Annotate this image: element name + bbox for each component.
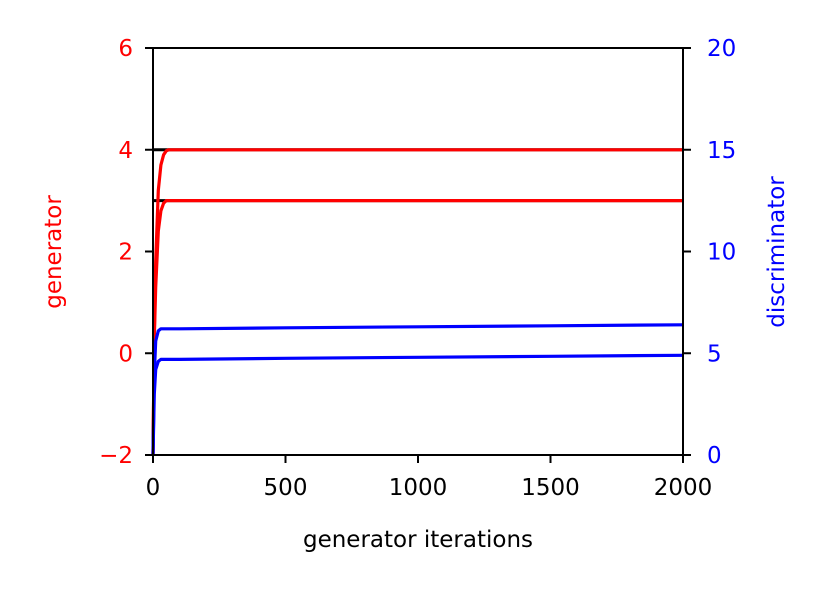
left-y-tick-label: 0: [118, 341, 133, 367]
reference-lines: [153, 148, 683, 203]
plot-frame: [152, 47, 684, 456]
x-tick-label: 1000: [389, 475, 448, 501]
series-lines: [151, 148, 684, 456]
left-y-tick-label: 6: [118, 36, 133, 62]
x-axis-title: generator iterations: [303, 527, 533, 553]
right-y-tick-label: 0: [707, 443, 722, 469]
x-tick-label: 0: [146, 475, 161, 501]
x-axis-ticks: 0 500 1000 1500 2000: [146, 455, 713, 501]
left-y-axis-ticks: −2 0 2 4 6: [99, 36, 153, 469]
left-y-tick-label: 2: [118, 240, 133, 266]
right-y-tick-label: 20: [707, 36, 736, 62]
left-y-axis-title: generator: [41, 195, 67, 309]
right-y-axis-title: discriminator: [764, 176, 790, 328]
right-y-tick-label: 10: [707, 240, 736, 266]
right-y-tick-label: 5: [707, 341, 722, 367]
right-y-axis-ticks: 0 5 10 15 20: [683, 36, 736, 469]
series-line-0: [151, 148, 683, 456]
series-line-2: [151, 323, 684, 456]
x-tick-label: 500: [264, 475, 308, 501]
right-y-tick-label: 15: [707, 138, 736, 164]
x-tick-label: 1500: [521, 475, 580, 501]
series-line-3: [151, 353, 684, 456]
left-y-tick-label: 4: [118, 138, 133, 164]
series-line-1: [151, 199, 683, 456]
left-y-tick-label: −2: [99, 443, 133, 469]
x-tick-label: 2000: [654, 475, 713, 501]
